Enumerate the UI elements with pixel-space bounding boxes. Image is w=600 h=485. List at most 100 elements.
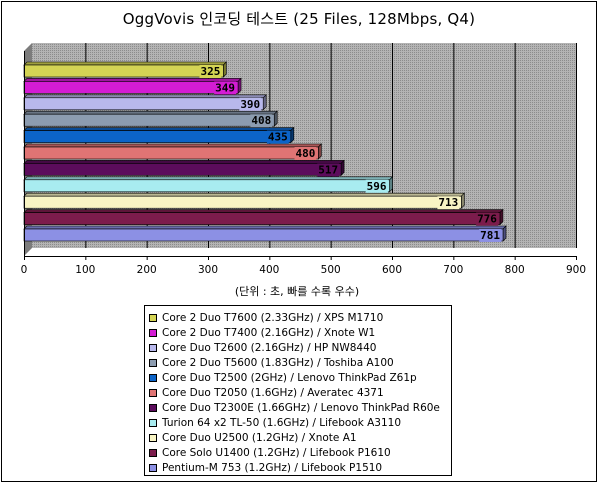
bar-side (461, 192, 465, 209)
legend-item: Core Duo T2500 (2GHz) / Lenovo ThinkPad … (149, 370, 451, 385)
x-tick-label: 500 (321, 264, 341, 276)
bar-value-label-bg (266, 130, 289, 144)
bar (23, 146, 319, 160)
bar-side (502, 225, 507, 242)
legend-swatch (149, 449, 157, 458)
bar-side (290, 126, 295, 144)
legend-swatch (149, 313, 157, 322)
legend-swatch (149, 404, 157, 413)
legend-label: Core 2 Duo T7400 (2.16GHz) / Xnote W1 (162, 326, 376, 339)
bar-side (389, 176, 393, 193)
chart-title: OggVovis 인코딩 테스트 (25 Files, 128Mbps, Q4) (122, 10, 476, 28)
legend-item: Core 2 Duo T5600 (1.83GHz) / Toshiba A10… (149, 355, 451, 370)
legend-item: Core Duo T2300E (1.66GHz) / Lenovo Think… (149, 401, 451, 416)
legend-item: Core Duo T2600 (2.16GHz) / HP NW8440 (149, 340, 451, 355)
bar-top (23, 225, 507, 230)
bar-value-label: 781 (480, 229, 500, 242)
legend-item: Core 2 Duo T7600 (2.33GHz) / XPS M1710 (149, 310, 451, 325)
bar-value-label: 776 (477, 213, 497, 226)
bar-value-label: 390 (240, 98, 260, 111)
legend-item: Core Duo T2050 (1.6GHz) / Averatec 4371 (149, 385, 451, 400)
bar-value-label-bg (365, 179, 388, 193)
legend-label: Pentium-M 753 (1.2GHz) / Lifebook P1510 (162, 462, 383, 475)
bar-side (273, 110, 278, 127)
bar (23, 97, 264, 111)
legend-swatch (149, 328, 157, 337)
x-axis-title: (단위 : 초, 빠를 수록 우수) (235, 285, 359, 298)
legend-label: Turion 64 x2 TL-50 (1.6GHz) / Lifebook A… (162, 417, 402, 430)
bar-value-label-bg (199, 65, 222, 78)
x-tick-label: 700 (443, 264, 463, 276)
legend-item: Core Duo U2500 (1.2GHz) / Xnote A1 (149, 431, 451, 446)
legend-swatch (149, 464, 157, 473)
bar-side (237, 77, 242, 95)
bar-top (23, 209, 504, 213)
bar-side (340, 159, 345, 177)
x-tick-label: 300 (198, 264, 218, 276)
bar-top (23, 143, 323, 148)
bar-value-label: 480 (296, 147, 316, 160)
legend-swatch (149, 358, 157, 367)
bar-top (23, 127, 295, 131)
bar-side (223, 61, 227, 78)
legend-label: Core Duo U2500 (1.2GHz) / Xnote A1 (162, 432, 357, 445)
legend-swatch (149, 343, 157, 352)
x-tick-label: 400 (259, 264, 279, 276)
legend-label: Core Duo T2050 (1.6GHz) / Averatec 4371 (162, 387, 384, 400)
x-tick-label: 0 (21, 264, 28, 276)
legend-label: Core Duo T2300E (1.66GHz) / Lenovo Think… (162, 402, 440, 415)
bar-value-label-bg (437, 196, 460, 210)
legend-label: Core 2 Duo T7600 (2.33GHz) / XPS M1710 (162, 311, 384, 324)
bar (23, 113, 275, 127)
x-tick-label: 600 (382, 264, 402, 276)
bar-value-label-bg (214, 81, 237, 95)
legend-label: Core Solo U1400 (1.2GHz) / Lifebook P161… (162, 447, 391, 460)
x-tick-label: 900 (566, 264, 586, 276)
bar-value-label: 349 (215, 81, 235, 94)
legend: Core 2 Duo T7600 (2.33GHz) / XPS M1710 Co… (144, 305, 452, 476)
legend-swatch (149, 434, 157, 443)
legend-item: Core Solo U1400 (1.2GHz) / Lifebook P161… (149, 446, 451, 461)
bar-value-label-bg (476, 212, 499, 226)
bar-value-label-bg (239, 97, 262, 111)
bar-value-label: 408 (251, 114, 271, 127)
bar-top (23, 94, 267, 99)
x-tick-label: 100 (75, 264, 95, 276)
bar-top (23, 110, 278, 115)
legend-item: Turion 64 x2 TL-50 (1.6GHz) / Lifebook A… (149, 416, 451, 431)
bar-top (23, 78, 242, 82)
bar-value-label-bg (294, 147, 317, 160)
bar-side (499, 208, 504, 226)
bar-side (318, 143, 322, 160)
bar-top (23, 176, 394, 181)
legend-item: Core 2 Duo T7400 (2.16GHz) / Xnote W1 (149, 325, 451, 340)
legend-item: Pentium-M 753 (1.2GHz) / Lifebook P1510 (149, 461, 451, 476)
legend-swatch (149, 419, 157, 428)
x-tick-label: 800 (505, 264, 525, 276)
bar-value-label: 325 (200, 65, 220, 78)
bar-value-label-bg (479, 229, 502, 242)
bar-top (23, 160, 345, 164)
bar (23, 212, 501, 225)
x-tick-label: 200 (137, 264, 157, 276)
legend-label: Core Duo T2600 (2.16GHz) / HP NW8440 (162, 341, 377, 354)
bar (23, 195, 462, 209)
bar (23, 163, 342, 176)
bar (23, 81, 239, 94)
bar-top (23, 192, 466, 197)
legend-label: Core 2 Duo T5600 (1.83GHz) / Toshiba A10… (162, 356, 394, 369)
bar (23, 228, 504, 242)
bar-side (262, 94, 267, 111)
bar-top (23, 61, 228, 66)
bar (23, 130, 292, 143)
bar-value-label: 435 (268, 131, 288, 144)
legend-swatch (149, 373, 157, 382)
bar-value-label: 517 (318, 163, 338, 176)
bar (23, 64, 224, 78)
bar-value-label: 713 (438, 196, 458, 209)
legend-swatch (149, 389, 157, 398)
bar-value-label: 596 (367, 180, 387, 193)
bar (23, 179, 390, 193)
bar-value-label-bg (250, 114, 273, 128)
